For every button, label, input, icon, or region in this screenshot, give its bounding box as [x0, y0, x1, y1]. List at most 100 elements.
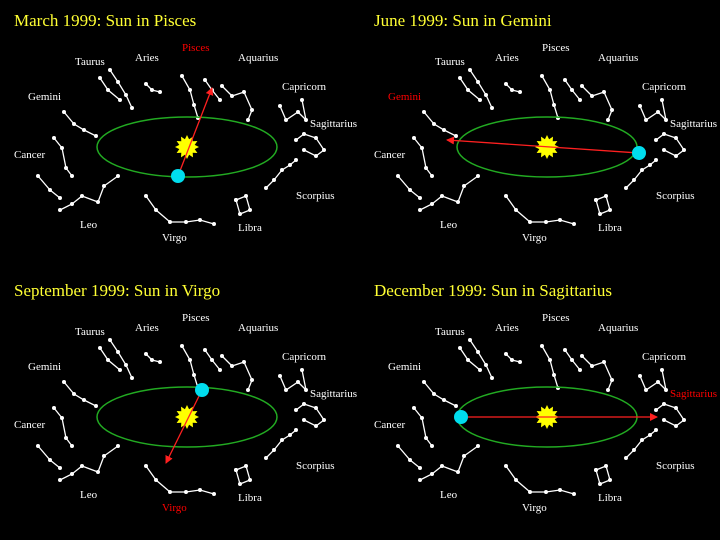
star [118, 98, 122, 102]
constellation-label: Aries [495, 322, 519, 334]
star [418, 196, 422, 200]
panel: March 1999: Sun in Pisces Taurus Aries Pisc… [14, 11, 357, 244]
constellation-lines [505, 465, 575, 495]
star [72, 392, 76, 396]
star [96, 470, 100, 474]
star [188, 88, 192, 92]
star [238, 212, 242, 216]
star [604, 464, 608, 468]
constellation-label: Taurus [75, 326, 105, 338]
star [606, 388, 610, 392]
star [656, 110, 660, 114]
star [648, 163, 652, 167]
constellation-label: Cancer [14, 149, 45, 161]
star [302, 402, 306, 406]
star [476, 444, 480, 448]
star [280, 168, 284, 172]
star [264, 186, 268, 190]
star [624, 186, 628, 190]
star [264, 456, 268, 460]
star [466, 88, 470, 92]
star [118, 368, 122, 372]
star [654, 408, 658, 412]
star [594, 468, 598, 472]
panel: December 1999: Sun in Sagittarius Taurus A… [374, 281, 717, 514]
star [476, 80, 480, 84]
star [476, 174, 480, 178]
star [674, 136, 678, 140]
star [234, 468, 238, 472]
star [98, 76, 102, 80]
star [288, 433, 292, 437]
star [548, 358, 552, 362]
star [102, 184, 106, 188]
star [514, 208, 518, 212]
star [490, 106, 494, 110]
star [558, 218, 562, 222]
star [504, 194, 508, 198]
constellation-label: Leo [80, 219, 98, 231]
star [294, 158, 298, 162]
star [594, 198, 598, 202]
star [420, 146, 424, 150]
earth [454, 410, 468, 424]
star [314, 154, 318, 158]
star [198, 488, 202, 492]
star [218, 368, 222, 372]
star [302, 418, 306, 422]
star [468, 68, 472, 72]
star [62, 380, 66, 384]
constellation-lines [469, 69, 493, 109]
constellation-label: Libra [598, 222, 622, 234]
constellation-label: Libra [238, 492, 262, 504]
star [322, 148, 326, 152]
star [244, 464, 248, 468]
star [468, 338, 472, 342]
star [418, 478, 422, 482]
star [420, 416, 424, 420]
star [248, 478, 252, 482]
constellation-label: Gemini [388, 91, 421, 103]
star [608, 208, 612, 212]
star [504, 464, 508, 468]
star [116, 350, 120, 354]
constellation-lines [469, 339, 493, 379]
star [180, 344, 184, 348]
constellation-lines [59, 445, 119, 481]
star [36, 174, 40, 178]
star [484, 93, 488, 97]
star [422, 380, 426, 384]
star [478, 98, 482, 102]
star [130, 376, 134, 380]
star [300, 368, 304, 372]
star [648, 433, 652, 437]
star [130, 106, 134, 110]
star [212, 222, 216, 226]
star [64, 166, 68, 170]
star [48, 458, 52, 462]
constellation-label: Aries [135, 52, 159, 64]
star [572, 222, 576, 226]
constellation-label: Capricorn [642, 351, 686, 363]
constellation-label: Cancer [374, 419, 405, 431]
star [154, 208, 158, 212]
orbit [96, 386, 278, 448]
star [203, 78, 207, 82]
star [563, 78, 567, 82]
panel-title: June 1999: Sun in Gemini [374, 11, 552, 30]
star [192, 373, 196, 377]
star [466, 358, 470, 362]
star [294, 408, 298, 412]
star [454, 404, 458, 408]
star [294, 138, 298, 142]
star [432, 122, 436, 126]
constellation-label: Virgo [522, 502, 547, 514]
star [570, 88, 574, 92]
star [124, 363, 128, 367]
star [644, 118, 648, 122]
star [272, 178, 276, 182]
star [458, 76, 462, 80]
constellation-label: Leo [80, 489, 98, 501]
star [144, 464, 148, 468]
sun [175, 135, 199, 159]
